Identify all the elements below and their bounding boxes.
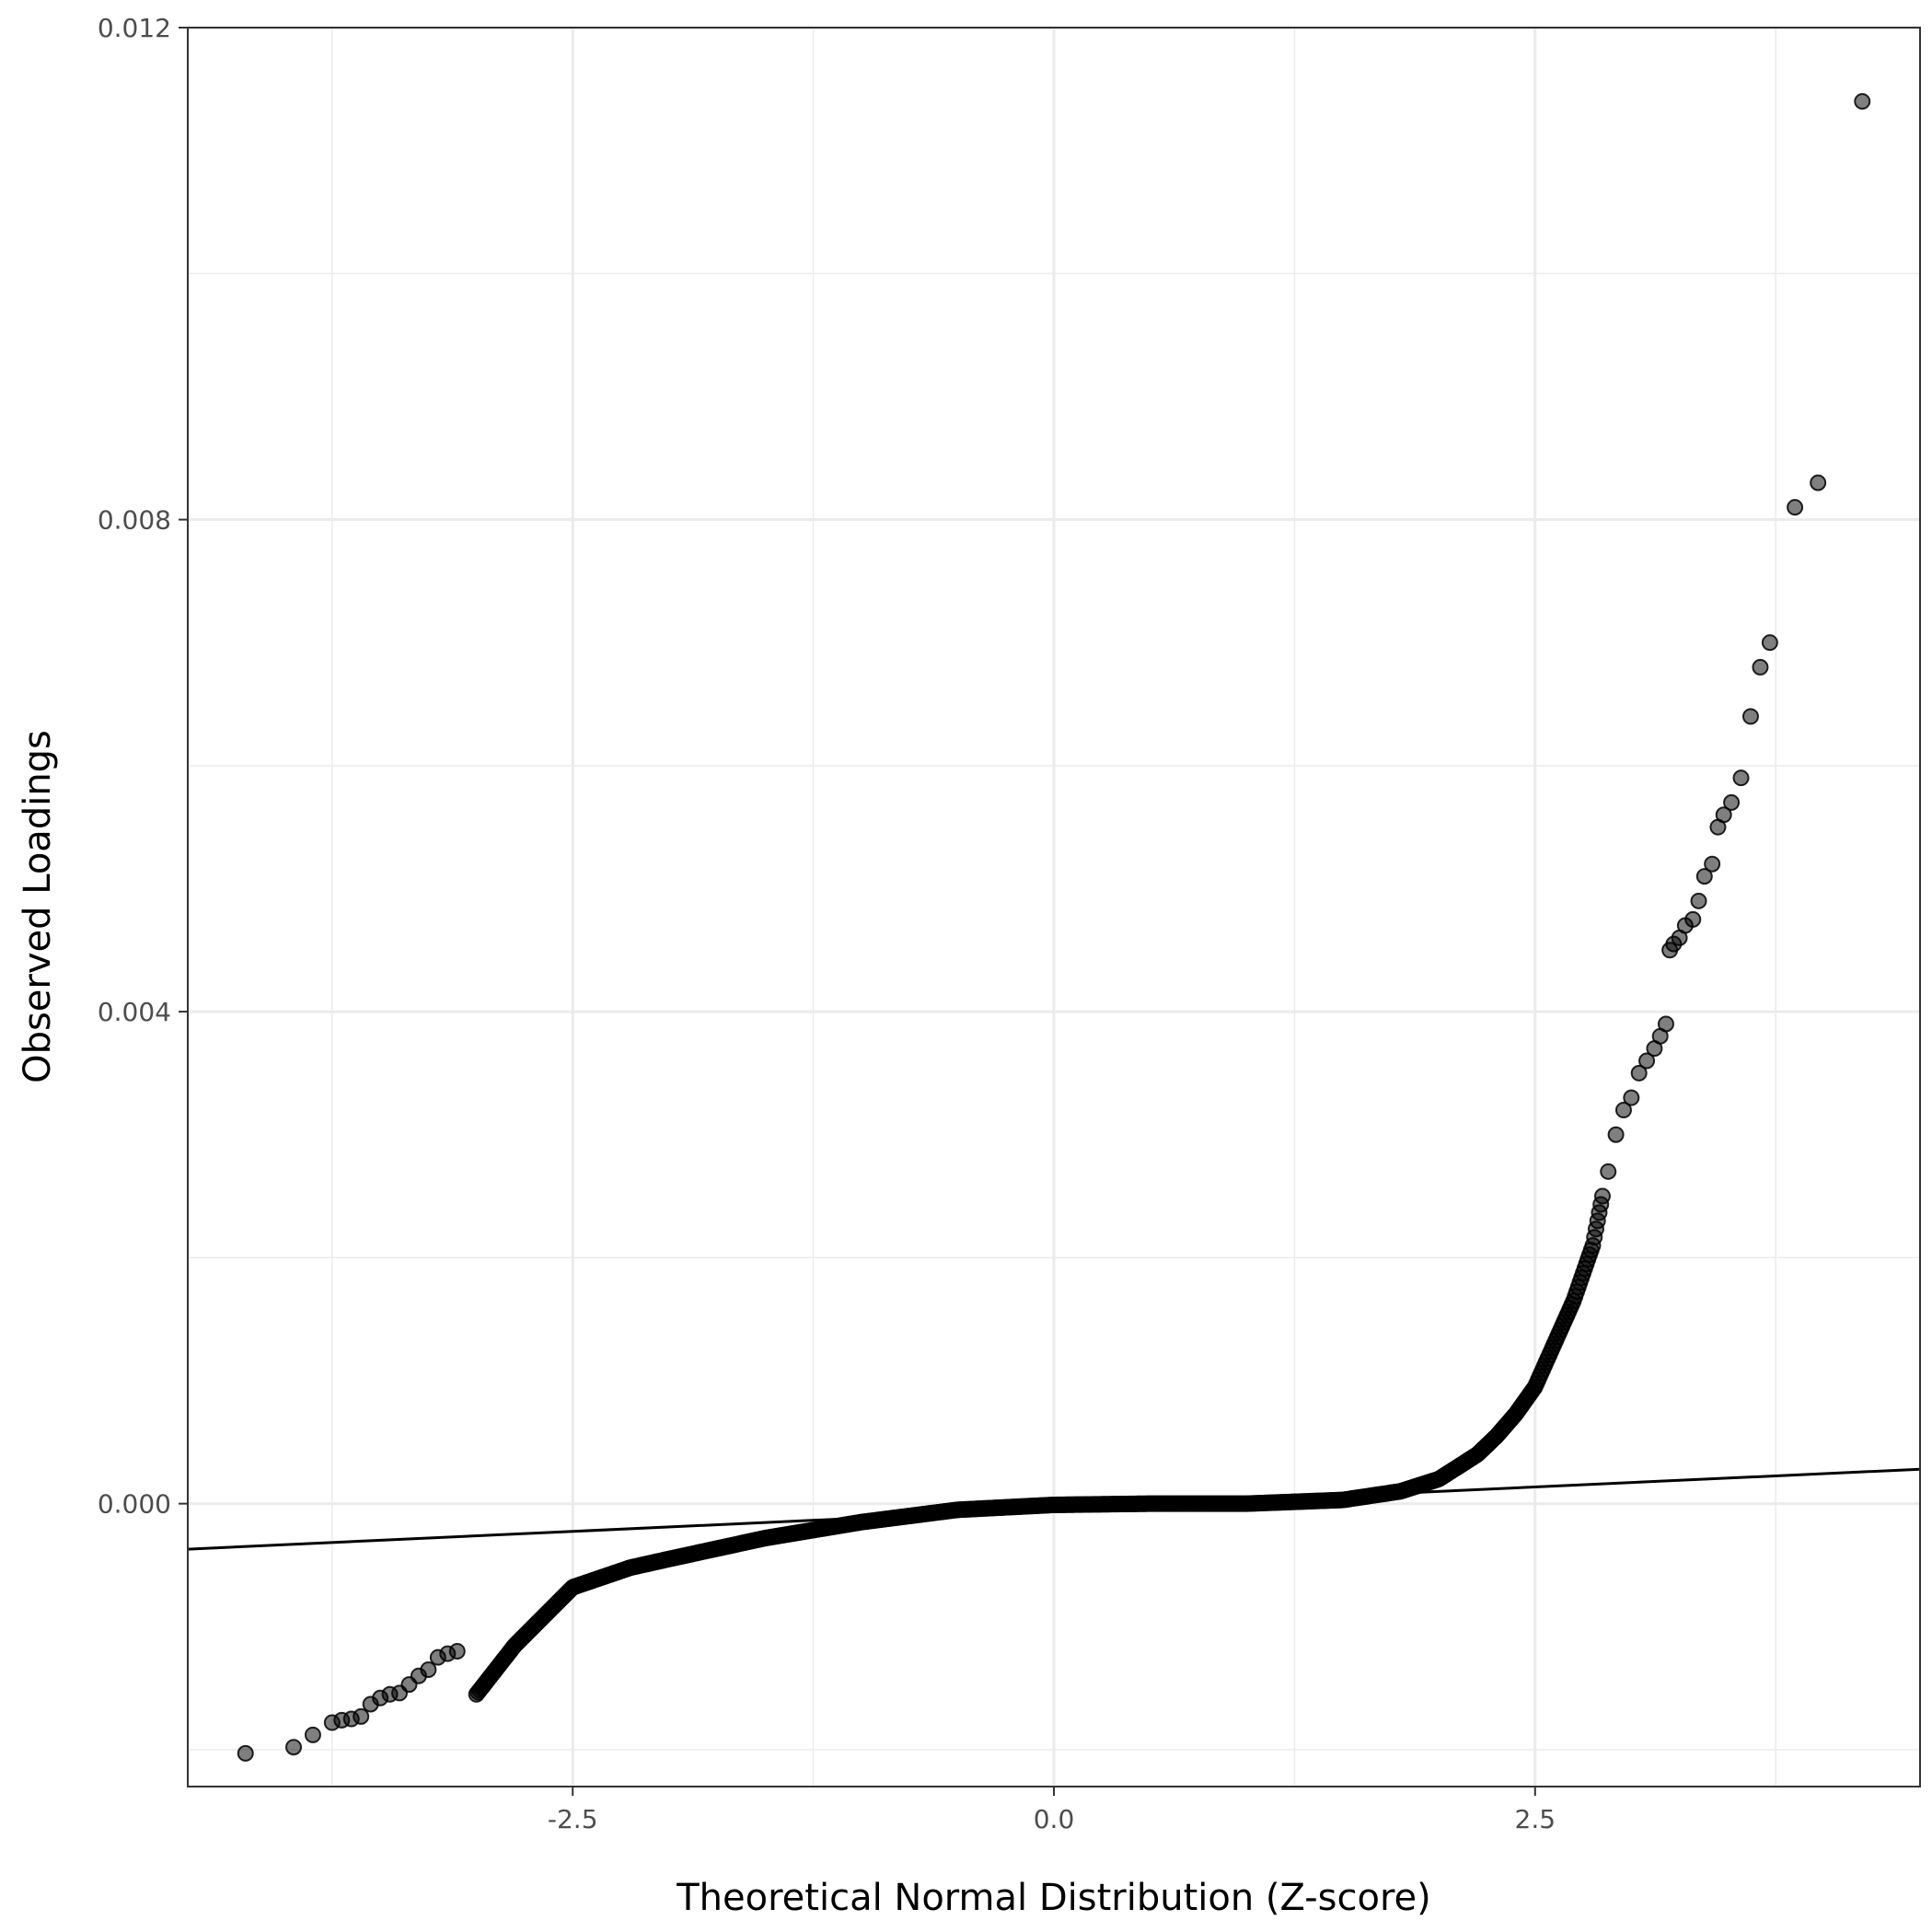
data-point: [237, 1744, 254, 1762]
data-point: [1623, 1089, 1640, 1106]
data-point: [304, 1726, 321, 1743]
data-point: [1607, 1126, 1625, 1143]
data-point: [448, 1643, 466, 1660]
data-point: [420, 1661, 437, 1679]
data-point: [1593, 1187, 1611, 1205]
data-point: [353, 1707, 370, 1725]
data-point: [1787, 499, 1804, 516]
data-point: [1657, 1015, 1674, 1033]
data-point: [1741, 708, 1759, 725]
data-point: [1715, 806, 1732, 824]
data-point: [1614, 1102, 1632, 1118]
data-point: [1704, 855, 1721, 873]
data-point: [285, 1739, 303, 1756]
x-axis-title: Theoretical Normal Distribution (Z-score…: [676, 1877, 1431, 1919]
y-tick-label: 0.004: [98, 997, 171, 1027]
data-point: [1761, 634, 1778, 652]
data-point: [1732, 769, 1750, 787]
x-tick-label: 0.0: [1034, 1804, 1075, 1834]
data-point: [1690, 892, 1707, 909]
data-point: [1723, 793, 1741, 811]
y-tick-label: 0.008: [98, 505, 171, 536]
data-point: [1684, 910, 1702, 928]
data-point: [1854, 93, 1871, 110]
grid-lines: [188, 26, 1920, 1787]
data-point: [1630, 1064, 1648, 1082]
y-tick-label: 0.000: [98, 1489, 171, 1520]
y-axis: 0.000 0.004 0.008 0.012: [98, 13, 188, 1520]
y-tick-label: 0.012: [98, 13, 171, 43]
data-point: [1810, 474, 1827, 492]
x-axis: -2.5 0.0 2.5: [548, 1787, 1556, 1834]
data-point: [1752, 658, 1769, 676]
data-point: [1638, 1052, 1656, 1070]
data-point: [1695, 868, 1713, 885]
x-tick-label: -2.5: [548, 1804, 598, 1834]
y-axis-title: Observed Loadings: [17, 730, 59, 1083]
x-tick-label: 2.5: [1515, 1804, 1556, 1834]
data-point: [1600, 1163, 1617, 1180]
data-points: [237, 93, 1871, 1762]
